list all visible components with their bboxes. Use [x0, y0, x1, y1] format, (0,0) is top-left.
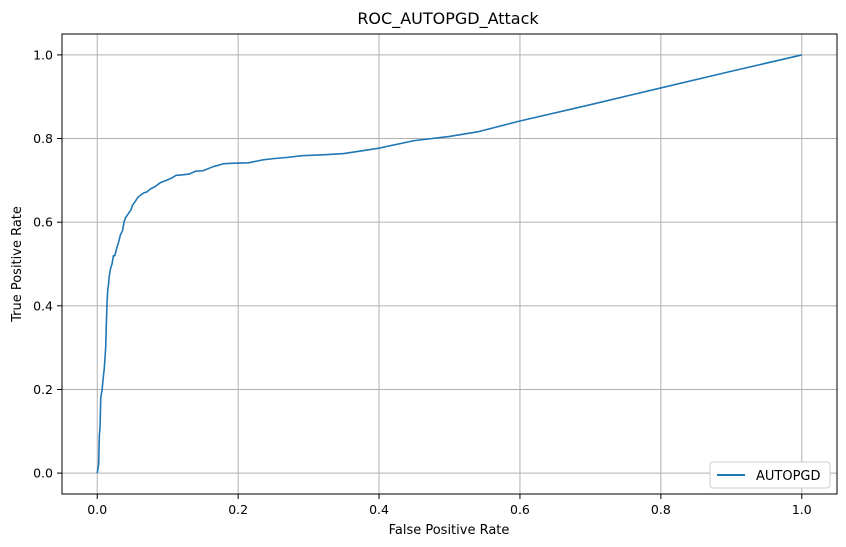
legend-box — [709, 461, 831, 489]
x-axis-ticks: 0.0 0.2 0.4 0.6 0.8 1.0 — [87, 494, 812, 517]
y-tick-label: 1.0 — [33, 47, 53, 62]
series-layer — [96, 54, 802, 474]
x-tick-label: 0.8 — [651, 502, 671, 517]
y-axis-ticks: 0.0 0.2 0.4 0.6 0.8 1.0 — [33, 47, 62, 481]
plot-area-frame — [61, 33, 838, 495]
grid — [62, 34, 837, 494]
y-tick-label: 0.8 — [33, 131, 53, 146]
series-line-autopgd — [96, 54, 802, 474]
x-axis-label: False Positive Rate — [389, 523, 510, 538]
y-axis-label: True Positive Rate — [10, 206, 25, 323]
x-tick-label: 0.2 — [228, 502, 248, 517]
y-tick-label: 0.4 — [33, 298, 53, 313]
y-tick-label: 0.2 — [33, 382, 53, 397]
legend-label-autopgd: AUTOPGD — [756, 469, 821, 484]
x-tick-label: 1.0 — [792, 502, 812, 517]
y-tick-label: 0.0 — [33, 466, 53, 481]
chart-title: ROC_AUTOPGD_Attack — [357, 9, 539, 29]
x-tick-label: 0.6 — [510, 502, 530, 517]
x-tick-label: 0.4 — [369, 502, 389, 517]
x-tick-label: 0.0 — [87, 502, 107, 517]
y-tick-label: 0.6 — [33, 215, 53, 230]
legend: AUTOPGD — [709, 461, 831, 489]
